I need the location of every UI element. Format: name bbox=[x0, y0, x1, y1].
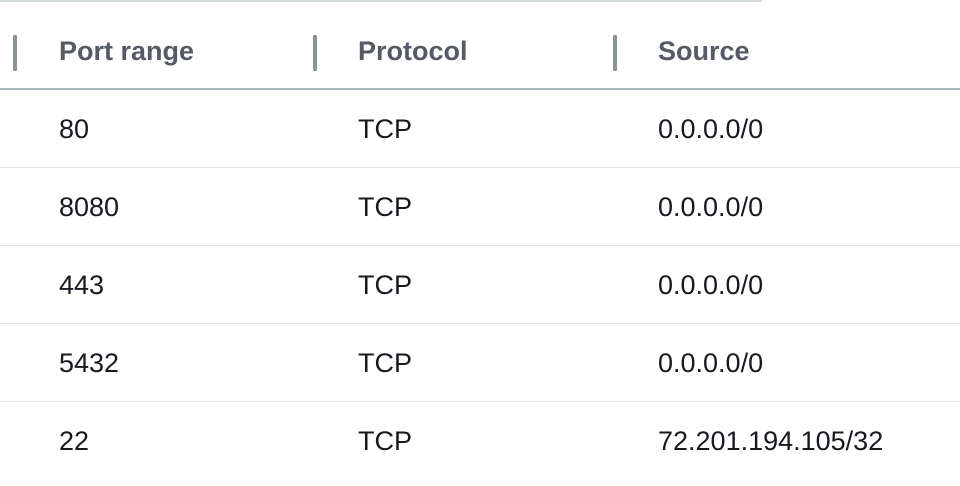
column-resize-handle[interactable] bbox=[13, 35, 17, 71]
port-range-cell: 5432 bbox=[59, 348, 120, 378]
table-header: Port range Protocol Source bbox=[0, 0, 960, 90]
table-row: 22 TCP 72.201.194.105/32 bbox=[0, 402, 960, 480]
protocol-cell: TCP bbox=[358, 348, 412, 378]
source-cell: 0.0.0.0/0 bbox=[658, 348, 764, 378]
protocol-cell: TCP bbox=[358, 192, 412, 222]
column-header-protocol[interactable]: Protocol bbox=[358, 36, 468, 66]
source-cell: 72.201.194.105/32 bbox=[658, 426, 884, 456]
column-header-port-range[interactable]: Port range bbox=[59, 36, 195, 66]
protocol-cell: TCP bbox=[358, 270, 412, 300]
column-resize-handle[interactable] bbox=[313, 35, 317, 71]
table-row: 8080 TCP 0.0.0.0/0 bbox=[0, 168, 960, 246]
table-row: 80 TCP 0.0.0.0/0 bbox=[0, 90, 960, 168]
protocol-cell: TCP bbox=[358, 426, 412, 456]
port-range-cell: 22 bbox=[59, 426, 90, 456]
protocol-cell: TCP bbox=[358, 114, 412, 144]
table-row: 443 TCP 0.0.0.0/0 bbox=[0, 246, 960, 324]
source-cell: 0.0.0.0/0 bbox=[658, 270, 764, 300]
column-header-source[interactable]: Source bbox=[658, 36, 750, 66]
port-range-cell: 80 bbox=[59, 114, 90, 144]
column-resize-handle[interactable] bbox=[613, 35, 617, 71]
port-range-cell: 8080 bbox=[59, 192, 120, 222]
port-range-cell: 443 bbox=[59, 270, 105, 300]
panel-top-border bbox=[0, 0, 762, 2]
table-row: 5432 TCP 0.0.0.0/0 bbox=[0, 324, 960, 402]
source-cell: 0.0.0.0/0 bbox=[658, 192, 764, 222]
source-cell: 0.0.0.0/0 bbox=[658, 114, 764, 144]
